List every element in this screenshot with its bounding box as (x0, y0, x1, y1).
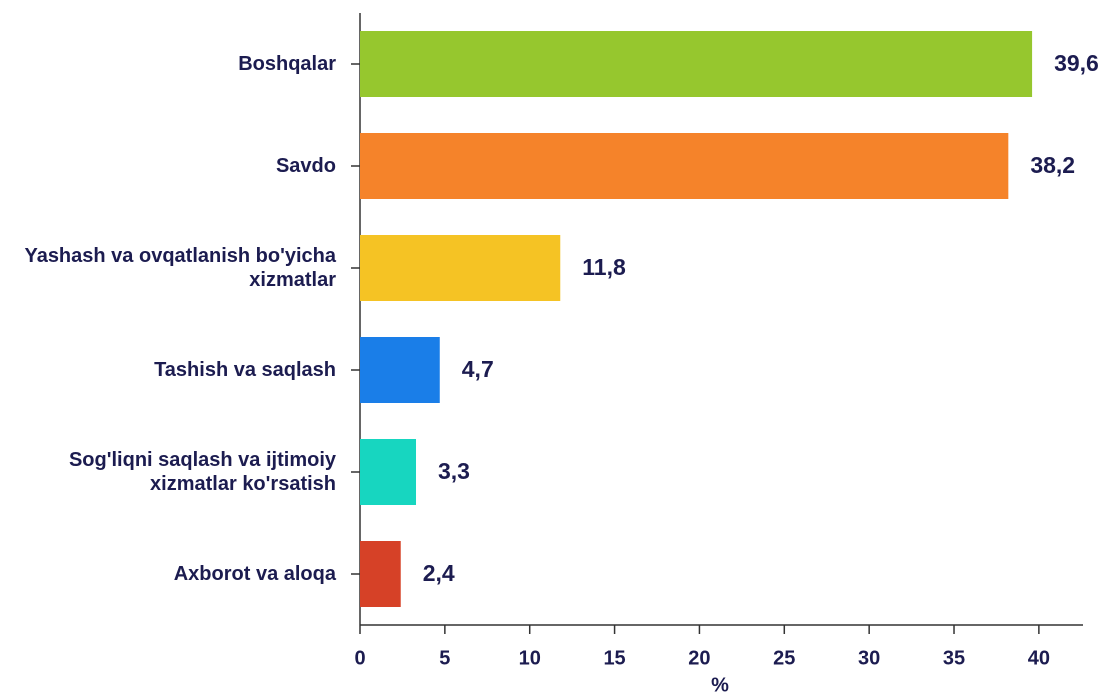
value-label: 4,7 (462, 356, 494, 382)
bar (360, 439, 417, 505)
x-tick-label: 15 (603, 647, 625, 669)
y-tick-label: Axborot va aloqa (173, 563, 336, 585)
x-tick-label: 40 (1028, 647, 1050, 669)
x-tick-label: 0 (354, 647, 365, 669)
x-tick-label: 35 (943, 647, 965, 669)
value-label: 39,6 (1054, 50, 1099, 76)
x-tick-label: 20 (688, 647, 710, 669)
x-tick-label: 30 (858, 647, 880, 669)
value-label: 38,2 (1030, 152, 1075, 178)
y-tick-label: Savdo (275, 155, 336, 177)
bar (360, 235, 561, 301)
value-label: 2,4 (423, 560, 455, 586)
x-tick-label: 5 (439, 647, 450, 669)
bar (360, 31, 1033, 97)
y-tick-label: Boshqalar (238, 53, 336, 75)
bar (360, 337, 440, 403)
value-label: 3,3 (438, 458, 470, 484)
y-tick-label: Yashash va ovqatlanish bo'yicha xizmatla… (24, 245, 336, 291)
x-tick-label: 25 (773, 647, 795, 669)
x-tick-label: 10 (519, 647, 541, 669)
y-tick-label: Tashish va saqlash (154, 359, 336, 381)
bar (360, 133, 1009, 199)
x-axis-label: % (711, 674, 729, 695)
bar (360, 541, 401, 607)
y-tick-label: Sog'liqni saqlash va ijtimoiy xizmatlar … (68, 449, 336, 495)
value-label: 11,8 (582, 254, 626, 280)
